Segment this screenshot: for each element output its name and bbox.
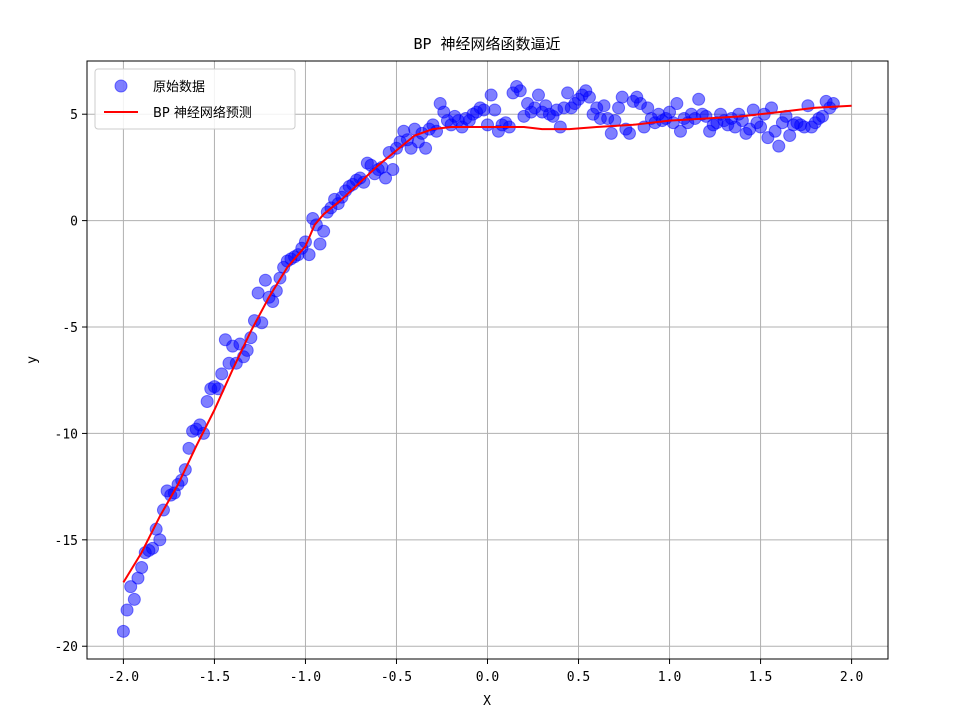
scatter-point <box>477 103 491 117</box>
x-tick-label: 1.5 <box>749 670 772 685</box>
y-axis-label: y <box>25 356 40 364</box>
scatter-point <box>754 120 768 134</box>
scatter-point <box>135 560 149 574</box>
scatter-point <box>419 141 433 155</box>
x-tick-label: 0.5 <box>567 670 590 685</box>
scatter-point <box>127 592 141 606</box>
scatter-point <box>379 171 393 185</box>
x-tick-label: 2.0 <box>840 670 863 685</box>
scatter-point <box>317 224 331 238</box>
scatter-point <box>215 367 229 381</box>
scatter-point <box>258 273 272 287</box>
axis-ticks: -2.0 -1.5 -1.0 -0.5 0.0 0.5 1.0 1.5 2.0 -20 -15 -10… <box>55 108 864 685</box>
scatter-point <box>313 237 327 251</box>
scatter-point <box>670 97 684 111</box>
scatter-point <box>481 118 494 132</box>
scatter-point <box>673 124 687 138</box>
scatter-point <box>386 163 400 177</box>
plot-data <box>116 80 852 638</box>
scatter-point <box>302 248 316 262</box>
scatter-point <box>200 394 214 408</box>
scatter-point <box>582 90 596 104</box>
scatter-point <box>120 603 134 617</box>
scatter-point <box>597 99 611 113</box>
legend-box <box>94 68 296 130</box>
chart-title: BP 神经网络函数逼近 <box>413 35 560 53</box>
y-tick-label: -20 <box>55 640 78 655</box>
scatter-point <box>484 88 498 102</box>
scatter-point <box>553 120 567 134</box>
scatter-point <box>357 175 371 189</box>
scatter-point <box>488 103 502 117</box>
legend: 原始数据 BP 神经网络预测 <box>94 68 296 130</box>
scatter-point <box>615 90 629 104</box>
y-tick-label: -5 <box>62 321 78 336</box>
scatter-point <box>604 126 618 140</box>
scatter-point <box>124 580 138 594</box>
x-tick-label: 0.0 <box>476 670 499 685</box>
scatter-point <box>622 126 636 140</box>
legend-label-scatter: 原始数据 <box>153 80 205 95</box>
y-tick-label: 0 <box>70 215 78 230</box>
scatter-point <box>251 286 265 300</box>
y-tick-label: -15 <box>55 534 78 549</box>
prediction-line <box>122 104 852 583</box>
legend-label-line: BP 神经网络预测 <box>153 105 252 121</box>
x-tick-label: -2.0 <box>108 670 139 685</box>
x-tick-label: -1.0 <box>290 670 321 685</box>
scatter-point <box>153 533 167 547</box>
x-tick-label: 1.0 <box>658 670 681 685</box>
scatter-point <box>815 109 829 123</box>
scatter-point <box>116 624 130 638</box>
scatter-point <box>772 139 786 153</box>
scatter-point <box>692 92 706 106</box>
scatter-point <box>561 86 575 100</box>
x-tick-label: -1.5 <box>199 670 230 685</box>
x-tick-label: -0.5 <box>381 670 412 685</box>
scatter-point <box>735 114 749 128</box>
scatter-point <box>430 124 444 138</box>
scatter-point <box>531 88 545 102</box>
scatter-point <box>146 541 160 555</box>
x-axis-label: X <box>483 694 491 709</box>
scatter-point <box>768 124 782 138</box>
y-tick-label: -10 <box>55 427 78 442</box>
legend-marker-scatter <box>114 79 128 93</box>
y-tick-label: 5 <box>70 108 78 123</box>
scatter-point <box>513 84 527 98</box>
